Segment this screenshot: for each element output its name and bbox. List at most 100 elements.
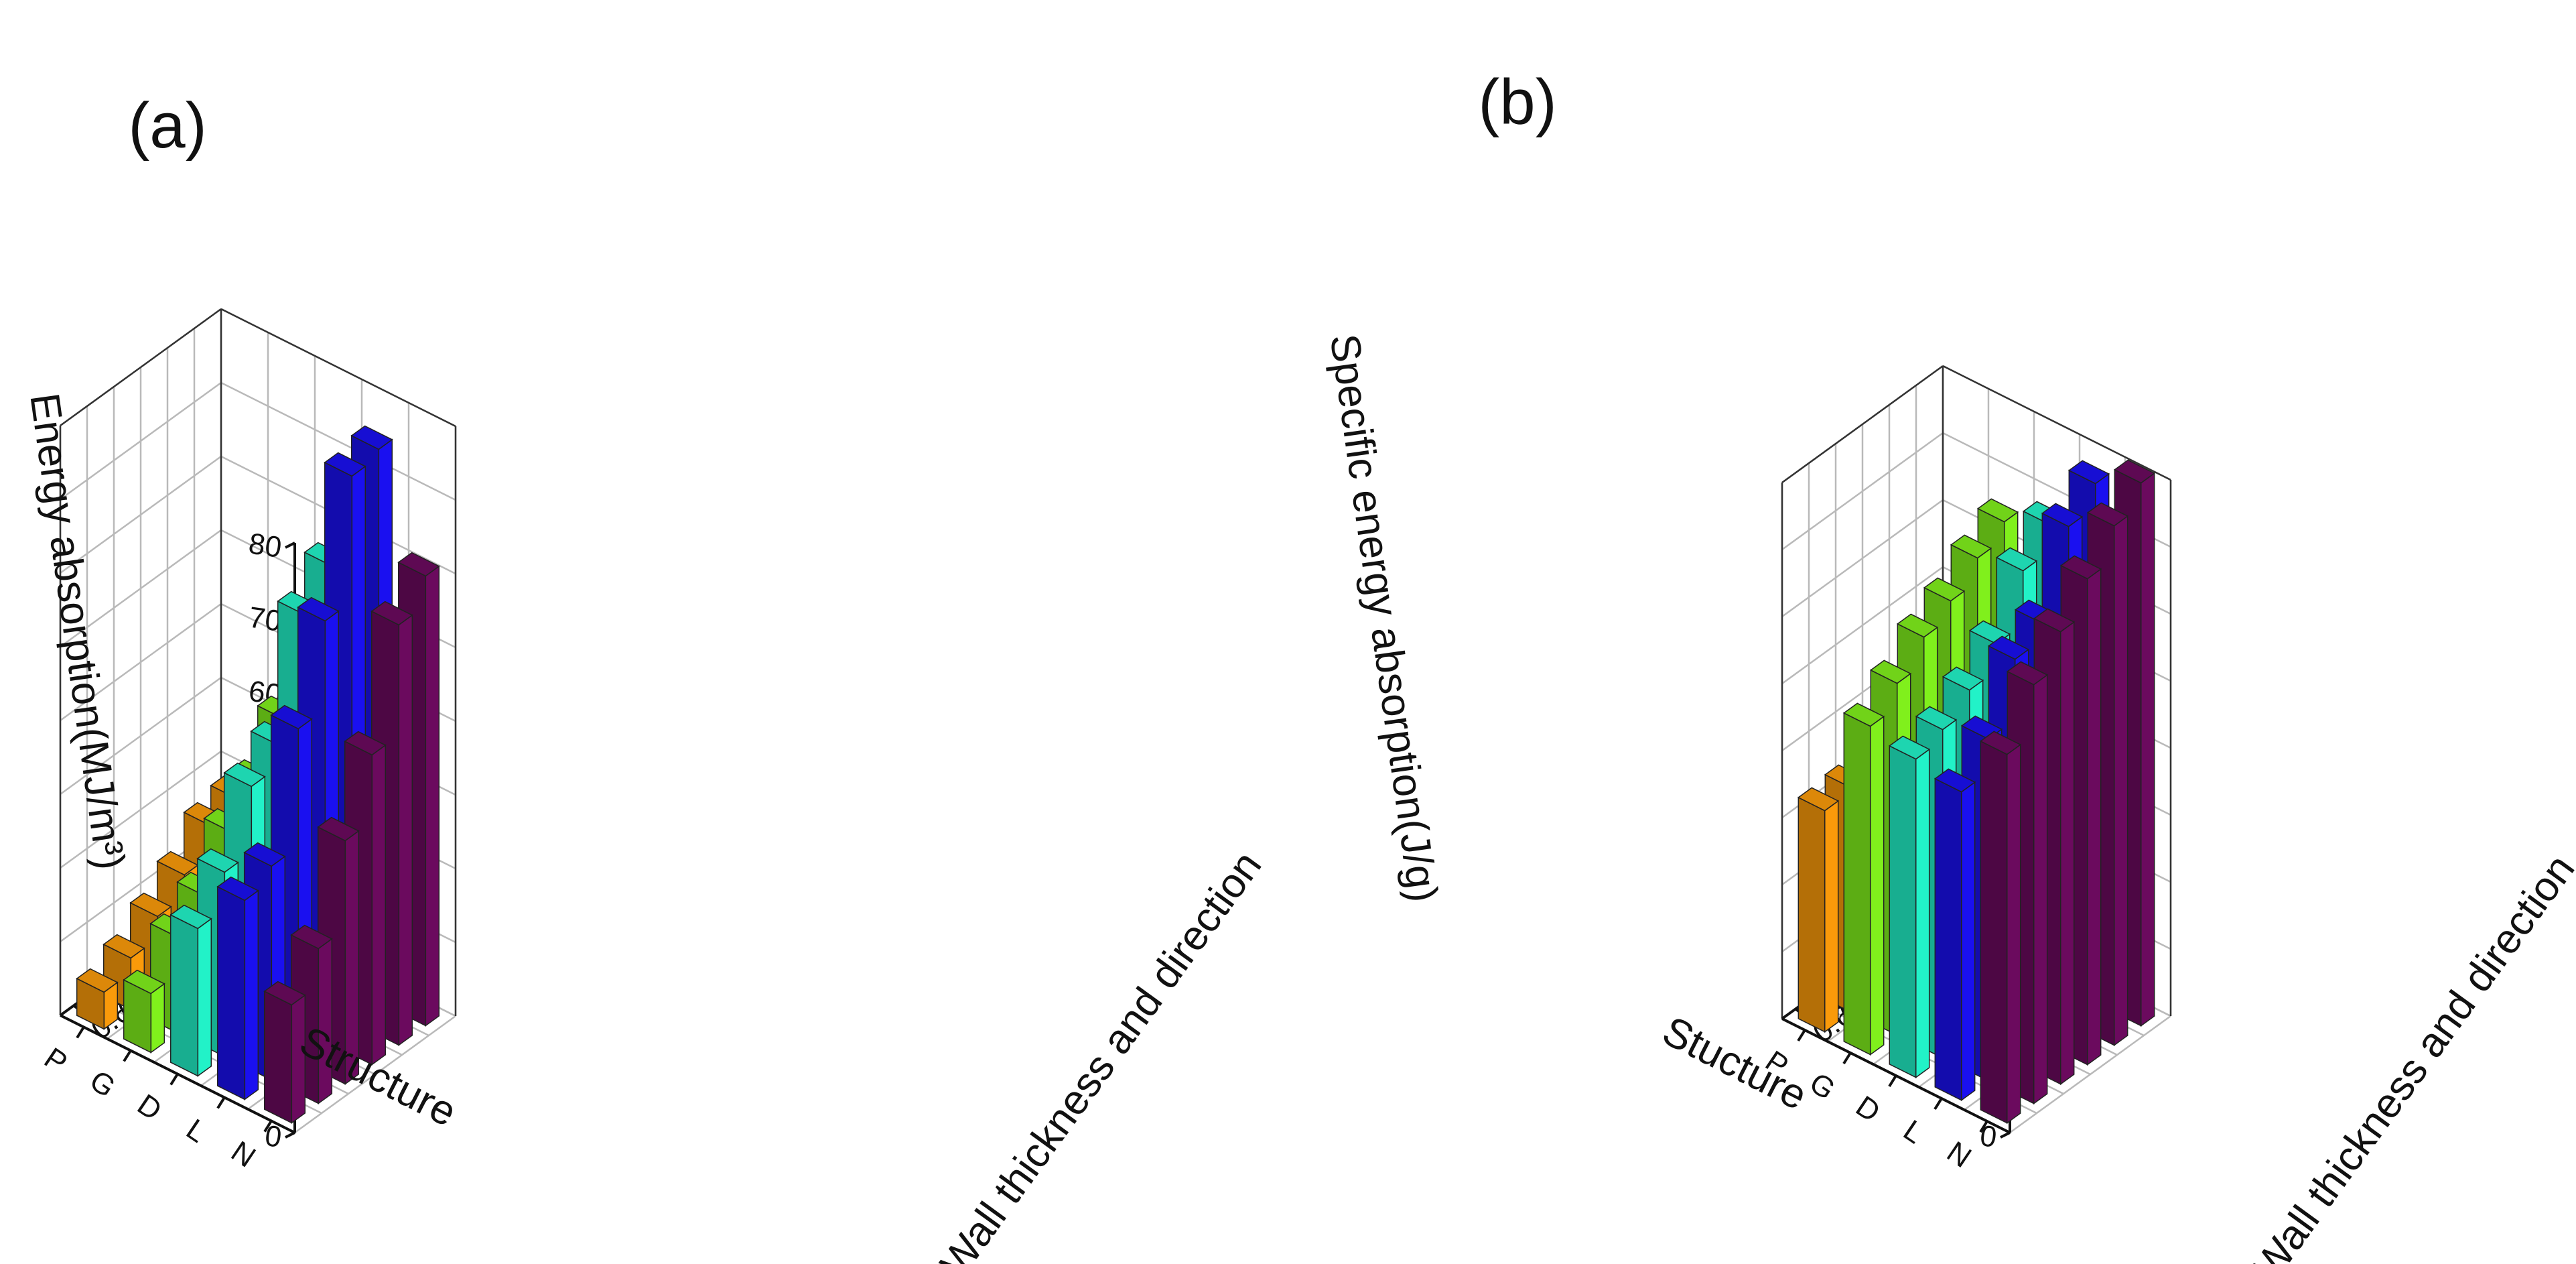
bar-face-top (263, 981, 306, 1006)
z-axis-title: Energy absorption(MJ/m³) (21, 390, 133, 872)
bar-face-top (1950, 534, 1992, 559)
edge-line (220, 308, 456, 428)
bar-face-top (1923, 577, 1966, 602)
bar-face-top (317, 816, 360, 842)
bar-face-front (150, 983, 165, 1054)
bar-P-0 (1797, 787, 1840, 1033)
bar-face-top (1896, 613, 1939, 638)
grid-line (60, 750, 222, 869)
chart-panel-a: 01020304050607080NLDGP0.6mm,Z0.6mm,X0.8m… (21, 90, 1270, 1264)
bar-face-front (2113, 515, 2128, 1047)
bar-D-0 (1888, 735, 1931, 1079)
structure-label: L (180, 1113, 212, 1149)
bar-face-top (1979, 731, 2022, 755)
grid-line (60, 676, 222, 796)
x-tick (170, 1073, 179, 1086)
bar-face-top (243, 842, 286, 867)
bar-face-front (1824, 800, 1839, 1033)
grid-line (1781, 432, 1944, 551)
z-axis-title: Specific energy absorption(J/g) (1321, 331, 1446, 905)
x-tick (1797, 1029, 1806, 1042)
y-axis-title: Wall thickness and direction (2244, 846, 2576, 1264)
grid-line (1781, 566, 1944, 685)
panel-label: (a) (128, 90, 206, 162)
bar-N-0 (263, 981, 306, 1124)
bar-face-top (2041, 503, 2084, 527)
x-tick (1979, 1120, 1988, 1133)
bar-face-top (2006, 661, 2049, 686)
bar-face-top (170, 904, 212, 930)
structure-label: N (225, 1135, 261, 1174)
z-tick-label: 0 (263, 1119, 283, 1154)
bar-face-top (1995, 547, 2038, 572)
bar-face-top (2067, 460, 2110, 485)
bar-face-front (2059, 621, 2075, 1086)
structure-label: G (84, 1064, 121, 1104)
bar-face-front (1960, 781, 1976, 1102)
bar-face-front (1915, 748, 1930, 1079)
bar-face-top (290, 924, 333, 950)
x-axis-title: Stucture (1655, 1008, 1814, 1119)
bar-face-front (371, 744, 387, 1066)
x-tick (1934, 1097, 1943, 1111)
bar-face-top (1934, 768, 1976, 793)
y-axis-title: Wall thickness and direction (931, 843, 1270, 1264)
bar-face-side (263, 990, 293, 1124)
structure-label: D (131, 1088, 167, 1127)
bar-L-0 (1934, 768, 1976, 1102)
structure-label: L (1897, 1114, 1929, 1150)
bar-L-0 (216, 876, 259, 1100)
bar-face-top (196, 848, 239, 873)
bar-face-top (2113, 459, 2156, 484)
bars (1797, 459, 2156, 1125)
z-tick (285, 542, 295, 549)
bar-face-side (1843, 712, 1871, 1056)
bar-face-top (1976, 498, 2019, 523)
bar-face-front (425, 565, 440, 1027)
bar-N-0 (1979, 731, 2022, 1125)
grid-line (60, 455, 222, 574)
grid-line (60, 603, 222, 722)
x-tick (76, 1026, 85, 1039)
bar-face-top (1888, 735, 1931, 760)
bar-face-top (2086, 502, 2129, 527)
bar-face-front (244, 889, 259, 1100)
bar-face-side (1980, 740, 2008, 1124)
bar-face-front (2086, 568, 2102, 1066)
grid-line (1781, 499, 1944, 618)
z-tick-label: 80 (247, 527, 283, 564)
x-tick (263, 1120, 273, 1133)
edge-line (1942, 365, 2171, 481)
bars (76, 425, 440, 1124)
bar-face-top (1942, 666, 1984, 691)
z-tick (285, 1131, 295, 1139)
bar-face-top (123, 969, 165, 995)
bar-D-0 (170, 904, 212, 1077)
structure-label: N (1941, 1135, 1977, 1174)
structure-label: P (38, 1041, 73, 1080)
edge-line (60, 308, 222, 427)
bar-face-top (1869, 659, 1912, 684)
bar-G-0 (1842, 702, 1885, 1056)
grid-line (60, 381, 222, 501)
bar-face-top (2033, 608, 2076, 633)
bar-face-top (1915, 706, 1958, 731)
bar-face-top (2059, 555, 2102, 580)
bar-face-top (223, 762, 266, 787)
z-tick-label: 0 (1978, 1119, 1998, 1154)
titles: (a)Energy absorption(MJ/m³)Structure Wall… (21, 90, 1270, 1264)
bar-face-top (370, 601, 413, 626)
bar-face-top (324, 452, 366, 477)
grid-line (220, 381, 456, 501)
bar-P-0 (76, 968, 119, 1030)
bar-face-top (350, 425, 393, 450)
bar-face-top (216, 876, 259, 901)
bar-face-top (1842, 702, 1885, 727)
x-tick (1888, 1074, 1897, 1088)
bar-face-front (197, 918, 212, 1077)
bar-G-0 (123, 969, 165, 1054)
edge-line (1781, 365, 1944, 484)
grid-line (60, 529, 222, 648)
bar-face-front (2140, 472, 2155, 1027)
